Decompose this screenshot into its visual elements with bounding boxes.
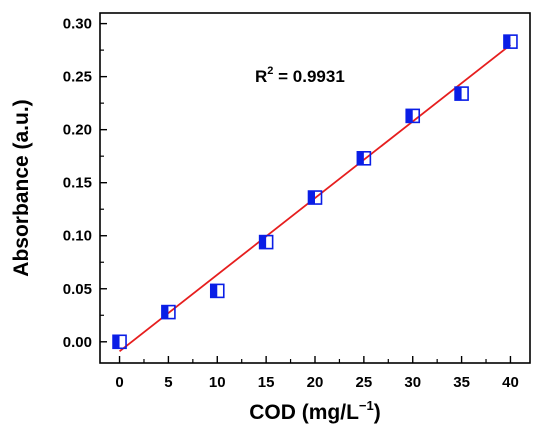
y-tick-label: 0.15 (63, 175, 92, 192)
data-point-fill (406, 109, 413, 123)
data-point (454, 86, 469, 101)
x-tick-label: 20 (307, 374, 324, 391)
data-point-fill (259, 235, 267, 249)
data-point (356, 151, 372, 166)
x-axis-title-superscript: −1 (359, 398, 374, 413)
data-point (258, 234, 274, 250)
x-tick-label: 5 (164, 374, 172, 391)
x-tick-label: 35 (453, 374, 470, 391)
data-point-outline (112, 334, 127, 350)
data-point (503, 34, 518, 49)
data-point-fill (113, 335, 120, 349)
x-tick-label: 10 (209, 374, 226, 391)
y-tick-label: 0.05 (63, 281, 92, 298)
y-axis-title: Absorbance (a.u.) (10, 99, 33, 276)
data-point-outline (209, 283, 225, 299)
r-squared-value: = 0.9931 (273, 67, 344, 86)
y-tick-label: 0.30 (63, 16, 92, 33)
x-axis-title-suffix: ) (374, 401, 381, 424)
data-point-fill (308, 191, 315, 205)
data-point-fill (210, 284, 218, 298)
x-tick-label: 40 (502, 374, 519, 391)
data-point-outline (454, 86, 469, 101)
y-tick-label: 0.00 (63, 334, 92, 351)
data-point-fill (503, 35, 511, 49)
data-point-outline (503, 34, 518, 49)
data-point-outline (307, 190, 323, 205)
data-point (405, 108, 421, 124)
data-point-outline (258, 234, 274, 250)
y-tick-label: 0.25 (63, 69, 92, 86)
y-tick-label: 0.10 (63, 228, 92, 245)
x-tick-label: 15 (258, 374, 275, 391)
x-tick-label: 25 (356, 374, 373, 391)
data-point (209, 283, 225, 299)
data-point (307, 190, 323, 205)
x-axis-ticks: 0 5 10 15 20 25 30 35 40 (115, 356, 519, 391)
data-point-outline (356, 151, 372, 166)
data-point (161, 304, 176, 320)
data-point-fill (161, 305, 169, 319)
r-squared-superscript: 2 (267, 65, 273, 77)
x-axis-title: COD (mg/L−1) (249, 398, 380, 424)
data-points (112, 34, 518, 350)
data-point-outline (405, 108, 421, 124)
data-point (112, 334, 127, 350)
y-axis-ticks: 0.00 0.05 0.10 0.15 0.20 0.25 0.30 (63, 16, 107, 351)
y-tick-label: 0.20 (63, 122, 92, 139)
data-point-fill (357, 151, 364, 165)
data-point-outline (161, 304, 176, 320)
x-axis-title-main: COD (mg/L (249, 401, 359, 424)
r-squared-prefix: R (255, 67, 267, 86)
r-squared-annotation: R2 = 0.9931 (255, 65, 345, 86)
data-point-fill (455, 87, 462, 101)
x-tick-label: 30 (404, 374, 421, 391)
x-tick-label: 0 (115, 374, 123, 391)
